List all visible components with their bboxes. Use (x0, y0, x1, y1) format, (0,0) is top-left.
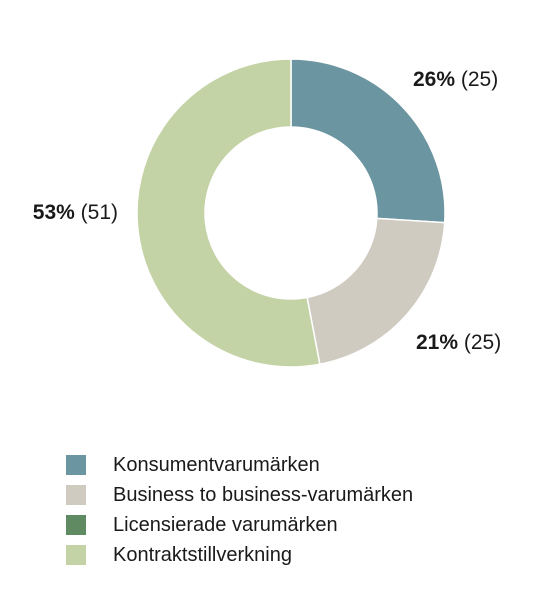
legend-swatch (66, 515, 86, 535)
legend-label: Licensierade varumärken (113, 513, 338, 536)
legend-label: Kontraktstillverkning (113, 543, 292, 566)
slice-previous: (51) (75, 201, 118, 224)
legend-item-b2b-varumarken: Business to business-varumärken (66, 480, 413, 510)
legend-swatch (66, 545, 86, 565)
donut-slice-3 (136, 58, 321, 368)
slice-percent: 26% (413, 68, 455, 91)
legend-swatch (66, 485, 86, 505)
slice-percent: 53% (33, 201, 75, 224)
legend-swatch (66, 455, 86, 475)
legend-label: Konsumentvarumärken (113, 453, 320, 476)
legend-item-kontraktstillverkning: Kontraktstillverkning (66, 540, 413, 570)
slice-previous: (25) (458, 331, 501, 354)
slice-label-1: 21% (25) (416, 331, 501, 354)
legend-item-licensierade-varumarken: Licensierade varumärken (66, 510, 413, 540)
slice-label-0: 26% (25) (413, 68, 498, 91)
legend-item-konsumentvarumarken: Konsumentvarumärken (66, 450, 413, 480)
legend-label: Business to business-varumärken (113, 483, 414, 506)
donut-slice-1 (306, 217, 446, 366)
donut-slice-0 (290, 58, 446, 224)
slice-percent: 21% (416, 331, 458, 354)
legend: Konsumentvarumärken Business to business… (66, 450, 413, 570)
donut-chart: 26% (25)21% (25)53% (51) (33, 58, 501, 368)
donut-slices (136, 58, 446, 368)
slice-labels: 26% (25)21% (25)53% (51) (33, 68, 501, 354)
slice-label-3: 53% (51) (33, 201, 118, 224)
slice-previous: (25) (455, 68, 498, 91)
